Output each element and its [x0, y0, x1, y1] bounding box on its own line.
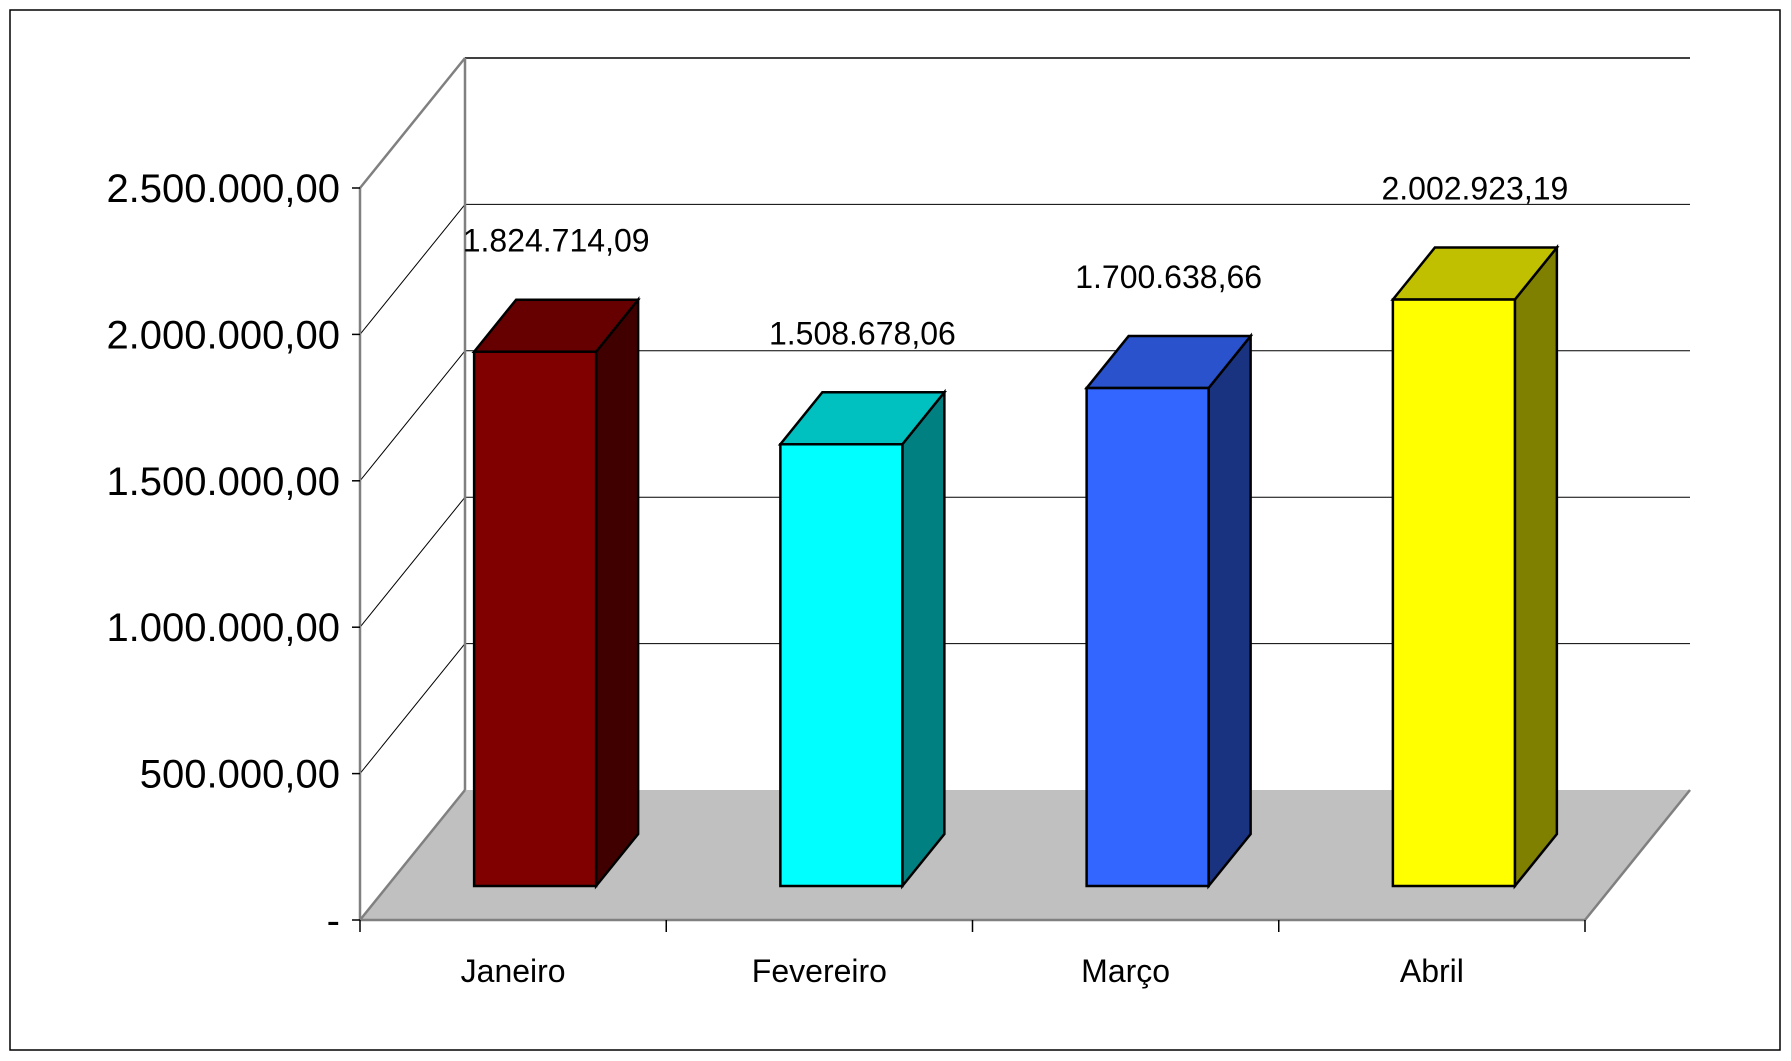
- x-tick-label: Abril: [1400, 953, 1464, 989]
- chart-floor: [360, 790, 1690, 920]
- y-tick-label: 500.000,00: [140, 753, 340, 797]
- bar-side: [594, 296, 640, 890]
- y-tick-label: -: [327, 899, 340, 943]
- bar: [1391, 298, 1517, 888]
- y-tick-label: 2.000.000,00: [106, 313, 340, 357]
- plot-area: - 500.000,00 1.000.000,00 1.500.000,00 2.000…: [106, 57, 1691, 989]
- x-tick-label: Março: [1081, 953, 1170, 989]
- data-label: 1.508.678,06: [769, 315, 956, 351]
- bar: [472, 350, 598, 888]
- bar-side: [1513, 244, 1559, 890]
- bar-side: [1207, 332, 1252, 890]
- data-label: 1.824.714,09: [463, 223, 650, 259]
- side-wall-top-edge: [359, 57, 466, 189]
- data-label: 1.700.638,66: [1075, 259, 1262, 295]
- bar: [779, 443, 904, 888]
- x-tick-label: Fevereiro: [752, 953, 887, 989]
- y-tick-label: 1.000.000,00: [106, 606, 340, 650]
- side-wall-bottom-edge: [359, 789, 466, 921]
- gridline-side: [359, 204, 466, 335]
- gridline-side: [359, 350, 466, 482]
- gridline-side: [359, 643, 466, 774]
- y-tick-label: 2.500.000,00: [106, 167, 340, 211]
- chart-frame: [9, 9, 1781, 1051]
- data-label: 2.002.923,19: [1381, 171, 1568, 207]
- bar: [1085, 386, 1210, 888]
- gridline-side: [359, 496, 466, 628]
- floor-right-edge: [1584, 789, 1691, 921]
- y-tick-label: 1.500.000,00: [106, 460, 340, 504]
- x-tick-label: Janeiro: [461, 953, 566, 989]
- bar-side: [901, 388, 946, 890]
